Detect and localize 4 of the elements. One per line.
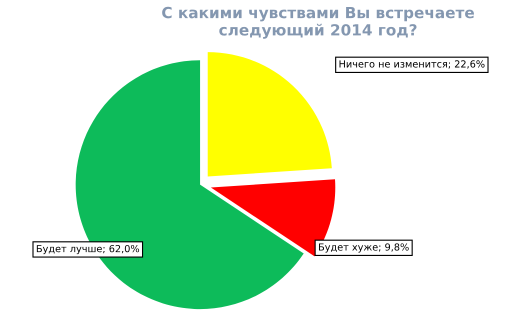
slice-label: Ничего не изменится; 22,6% [340, 60, 485, 69]
chart-title: С какими чувствами Вы встречаете следующий 2014 год? [162, 6, 474, 39]
slice-label: Будет хуже; 9,8% [319, 243, 409, 253]
slice-label: Будет лучше; 62,0% [36, 244, 140, 254]
